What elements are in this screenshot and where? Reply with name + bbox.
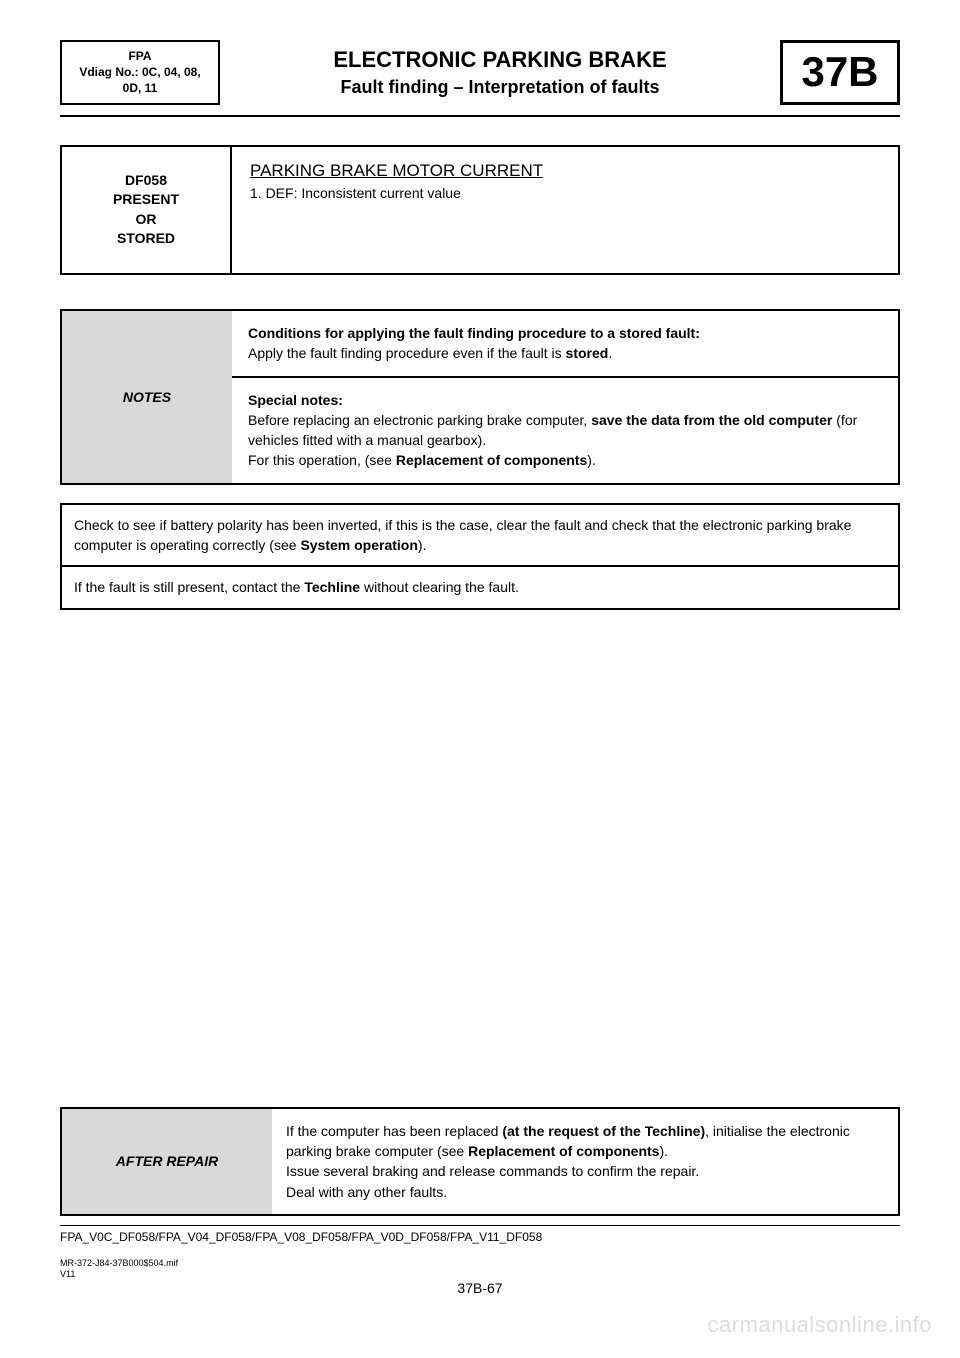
fault-code-l3: OR (68, 210, 224, 230)
fault-code-cell: DF058 PRESENT OR STORED (62, 147, 232, 273)
after-l2: Issue several braking and release comman… (286, 1163, 699, 1179)
instr-r2c: without clearing the fault. (360, 579, 519, 595)
footer-meta1: MR-372-J84-37B000$504.mif (60, 1258, 178, 1268)
header-left-box: FPA Vdiag No.: 0C, 04, 08, 0D, 11 (60, 40, 220, 105)
header-left-line3: 0D, 11 (66, 80, 214, 96)
after-repair-label: AFTER REPAIR (62, 1109, 272, 1214)
notes-row2-t2b: Replacement of components (396, 452, 587, 468)
fault-code-l1: DF058 (68, 171, 224, 191)
after-l1b: (at the request of the Techline) (502, 1123, 705, 1139)
header-left-line2: Vdiag No.: 0C, 04, 08, (66, 64, 214, 80)
fault-title: PARKING BRAKE MOTOR CURRENT (250, 161, 880, 181)
page-header: FPA Vdiag No.: 0C, 04, 08, 0D, 11 ELECTR… (60, 40, 900, 117)
instr-r1b: System operation (300, 537, 417, 553)
notes-row1-text: Apply the fault finding procedure even i… (248, 345, 566, 361)
notes-row2: Special notes: Before replacing an elect… (232, 378, 898, 483)
footer-meta2: V11 (60, 1269, 75, 1279)
notes-row2-t2end: ). (587, 452, 596, 468)
after-l3: Deal with any other faults. (286, 1184, 447, 1200)
header-left-line1: FPA (66, 48, 214, 64)
instruction-box: Check to see if battery polarity has bee… (60, 503, 900, 610)
after-repair-box: AFTER REPAIR If the computer has been re… (60, 1107, 900, 1216)
instr-r1a: Check to see if battery polarity has bee… (74, 517, 851, 553)
fault-code-l2: PRESENT (68, 190, 224, 210)
page: FPA Vdiag No.: 0C, 04, 08, 0D, 11 ELECTR… (60, 40, 900, 1318)
notes-row2-t1: Before replacing an electronic parking b… (248, 412, 591, 428)
after-l1a: If the computer has been replaced (286, 1123, 502, 1139)
after-repair-content: If the computer has been replaced (at th… (272, 1109, 898, 1214)
notes-box: NOTES Conditions for applying the fault … (60, 309, 900, 485)
notes-row1: Conditions for applying the fault findin… (232, 311, 898, 378)
header-title1: ELECTRONIC PARKING BRAKE (228, 47, 772, 73)
instr-r1c: ). (418, 537, 427, 553)
fault-code-l4: STORED (68, 229, 224, 249)
watermark: carmanualsonline.info (707, 1312, 932, 1338)
notes-content: Conditions for applying the fault findin… (232, 311, 898, 483)
fault-box: DF058 PRESENT OR STORED PARKING BRAKE MO… (60, 145, 900, 275)
instruction-row1: Check to see if battery polarity has bee… (62, 505, 898, 568)
header-section-code: 37B (780, 40, 900, 105)
footer-meta: MR-372-J84-37B000$504.mif V11 (60, 1258, 178, 1281)
notes-row2-bold: Special notes: (248, 392, 343, 408)
notes-row1-end: . (608, 345, 612, 361)
notes-row1-bold: Conditions for applying the fault findin… (248, 325, 700, 341)
header-title2: Fault finding – Interpretation of faults (228, 77, 772, 98)
fault-desc-cell: PARKING BRAKE MOTOR CURRENT 1. DEF: Inco… (232, 147, 898, 273)
notes-row2-t2: For this operation, (see (248, 452, 396, 468)
notes-label: NOTES (62, 311, 232, 483)
fault-def: 1. DEF: Inconsistent current value (250, 185, 880, 201)
after-l1d: Replacement of components (468, 1143, 659, 1159)
instr-r2a: If the fault is still present, contact t… (74, 579, 304, 595)
instruction-row2: If the fault is still present, contact t… (62, 567, 898, 607)
page-number: 37B-67 (60, 1280, 900, 1296)
after-l1e: ). (659, 1143, 668, 1159)
instr-r2b: Techline (304, 579, 360, 595)
header-title-block: ELECTRONIC PARKING BRAKE Fault finding –… (220, 40, 780, 105)
notes-row1-stored: stored (566, 345, 609, 361)
notes-row2-t1b: save the data from the old computer (591, 412, 832, 428)
footer-code: FPA_V0C_DF058/FPA_V04_DF058/FPA_V08_DF05… (60, 1225, 900, 1244)
